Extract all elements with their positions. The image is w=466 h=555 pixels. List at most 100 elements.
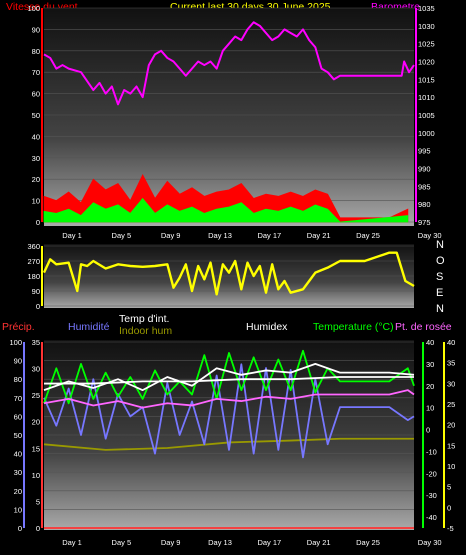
dewpoint-tick-label: 40 (447, 338, 455, 347)
wind-tick-label: 90 (32, 25, 40, 34)
dewpoint-tick-label: -5 (447, 524, 454, 533)
x-tick-label: Day 17 (257, 538, 281, 547)
direction-tick-label: 270 (27, 257, 40, 266)
temperature-tick-label: 10 (426, 404, 434, 413)
wind-tick-label: 20 (32, 175, 40, 184)
compass-letter: N (436, 303, 444, 315)
temperature-tick-label: 30 (426, 360, 434, 369)
wind-tick-label: 0 (36, 218, 40, 227)
temperature-tick-label: -10 (426, 447, 437, 456)
legend-indoor-hum: Indoor hum (119, 325, 172, 337)
dewpoint-tick-label: 5 (447, 483, 451, 492)
direction-tick-label: 180 (27, 272, 40, 281)
temperature-tick-label: 0 (426, 426, 430, 435)
x-tick-label: Day 5 (112, 538, 132, 547)
humidity-tick-label: 50 (14, 431, 22, 440)
chart-marks (42, 21, 415, 529)
legend-temp-int: Temp d'int. (119, 313, 169, 325)
legend-dewpoint: Pt. de rosée (395, 321, 452, 333)
precip-tick-label: 35 (32, 338, 40, 347)
wind-tick-label: 100 (27, 4, 40, 13)
precip-tick-label: 10 (32, 471, 40, 480)
x-tick-label: Day 17 (257, 231, 281, 240)
precip-tick-label: 0 (36, 524, 40, 533)
compass-letter: O (436, 255, 445, 267)
baro-tick-label: 980 (418, 200, 431, 209)
baro-tick-label: 975 (418, 218, 431, 227)
compass-labels: N O S E N (436, 239, 445, 315)
temperature-tick-label: 40 (426, 338, 434, 347)
humidity-line (43, 363, 415, 459)
humidity-tick-label: 70 (14, 394, 22, 403)
temperature-tick-label: -30 (426, 491, 437, 500)
temperature-tick-label: -40 (426, 513, 437, 522)
dewpoint-tick-label: 20 (447, 421, 455, 430)
humidity-tick-label: 40 (14, 450, 22, 459)
dewpoint-tick-label: 35 (447, 359, 455, 368)
legend-precip: Précip. (2, 321, 35, 333)
wind-gust-area (43, 197, 409, 223)
precip-tick-label: 25 (32, 391, 40, 400)
wind-tick-label: 60 (32, 90, 40, 99)
humidity-tick-label: 20 (14, 487, 22, 496)
x-tick-label: Day 13 (208, 231, 232, 240)
x-tick-label: Day 13 (208, 538, 232, 547)
dewpoint-line (43, 389, 415, 409)
compass-letter: N (436, 239, 444, 251)
baro-tick-label: 995 (418, 147, 431, 156)
precip-tick-label: 15 (32, 444, 40, 453)
direction-tick-label: 90 (32, 287, 40, 296)
indoor-temp-line (44, 376, 414, 385)
humidity-tick-label: 30 (14, 468, 22, 477)
x-tick-label: Day 25 (356, 538, 380, 547)
precip-tick-label: 30 (32, 365, 40, 374)
x-tick-label: Day 25 (356, 231, 380, 240)
legend-temperature: Temperature (°C) (313, 321, 394, 333)
baro-tick-label: 1035 (418, 4, 435, 13)
wind-tick-label: 50 (32, 111, 40, 120)
baro-tick-label: 1000 (418, 129, 435, 138)
compass-letter: E (436, 287, 443, 299)
humidity-tick-label: 10 (14, 505, 22, 514)
direction-line (42, 251, 415, 296)
x-tick-label: Day 30 (418, 538, 442, 547)
dewpoint-tick-label: 25 (447, 400, 455, 409)
baro-tick-label: 1015 (418, 75, 435, 84)
humidity-tick-label: 90 (14, 357, 22, 366)
baro-tick-label: 1005 (418, 111, 435, 120)
compass-letter: S (436, 271, 443, 283)
dewpoint-tick-label: 10 (447, 462, 455, 471)
barometer-line (43, 21, 415, 106)
x-tick-label: Day 21 (307, 538, 331, 547)
wind-tick-label: 10 (32, 197, 40, 206)
direction-tick-label: 0 (36, 302, 40, 311)
wind-tick-label: 80 (32, 47, 40, 56)
dewpoint-tick-label: 15 (447, 441, 455, 450)
precip-tick-label: 5 (36, 497, 40, 506)
humidity-tick-label: 0 (18, 524, 22, 533)
chart-ticks: 0102030405060708090100975980985990995100… (9, 4, 455, 547)
x-tick-label: Day 1 (62, 231, 82, 240)
baro-tick-label: 1010 (418, 93, 435, 102)
humidity-tick-label: 100 (9, 338, 22, 347)
temperature-tick-label: 20 (426, 382, 434, 391)
x-tick-label: Day 9 (161, 231, 181, 240)
temperature-tick-label: -20 (426, 469, 437, 478)
legend-humidex: Humidex (246, 321, 288, 333)
wind-tick-label: 40 (32, 132, 40, 141)
dewpoint-tick-label: 0 (447, 503, 451, 512)
legend-humidity: Humidité (68, 321, 110, 333)
humidity-tick-label: 60 (14, 412, 22, 421)
baro-tick-label: 990 (418, 165, 431, 174)
baro-tick-label: 985 (418, 182, 431, 191)
x-tick-label: Day 30 (418, 231, 442, 240)
x-tick-label: Day 1 (62, 538, 82, 547)
wind-tick-label: 30 (32, 154, 40, 163)
x-tick-label: Day 21 (307, 231, 331, 240)
x-tick-label: Day 5 (112, 231, 132, 240)
indoor-humidity-line (43, 437, 414, 451)
humidity-tick-label: 80 (14, 375, 22, 384)
wind-tick-label: 70 (32, 68, 40, 77)
dewpoint-tick-label: 30 (447, 379, 455, 388)
